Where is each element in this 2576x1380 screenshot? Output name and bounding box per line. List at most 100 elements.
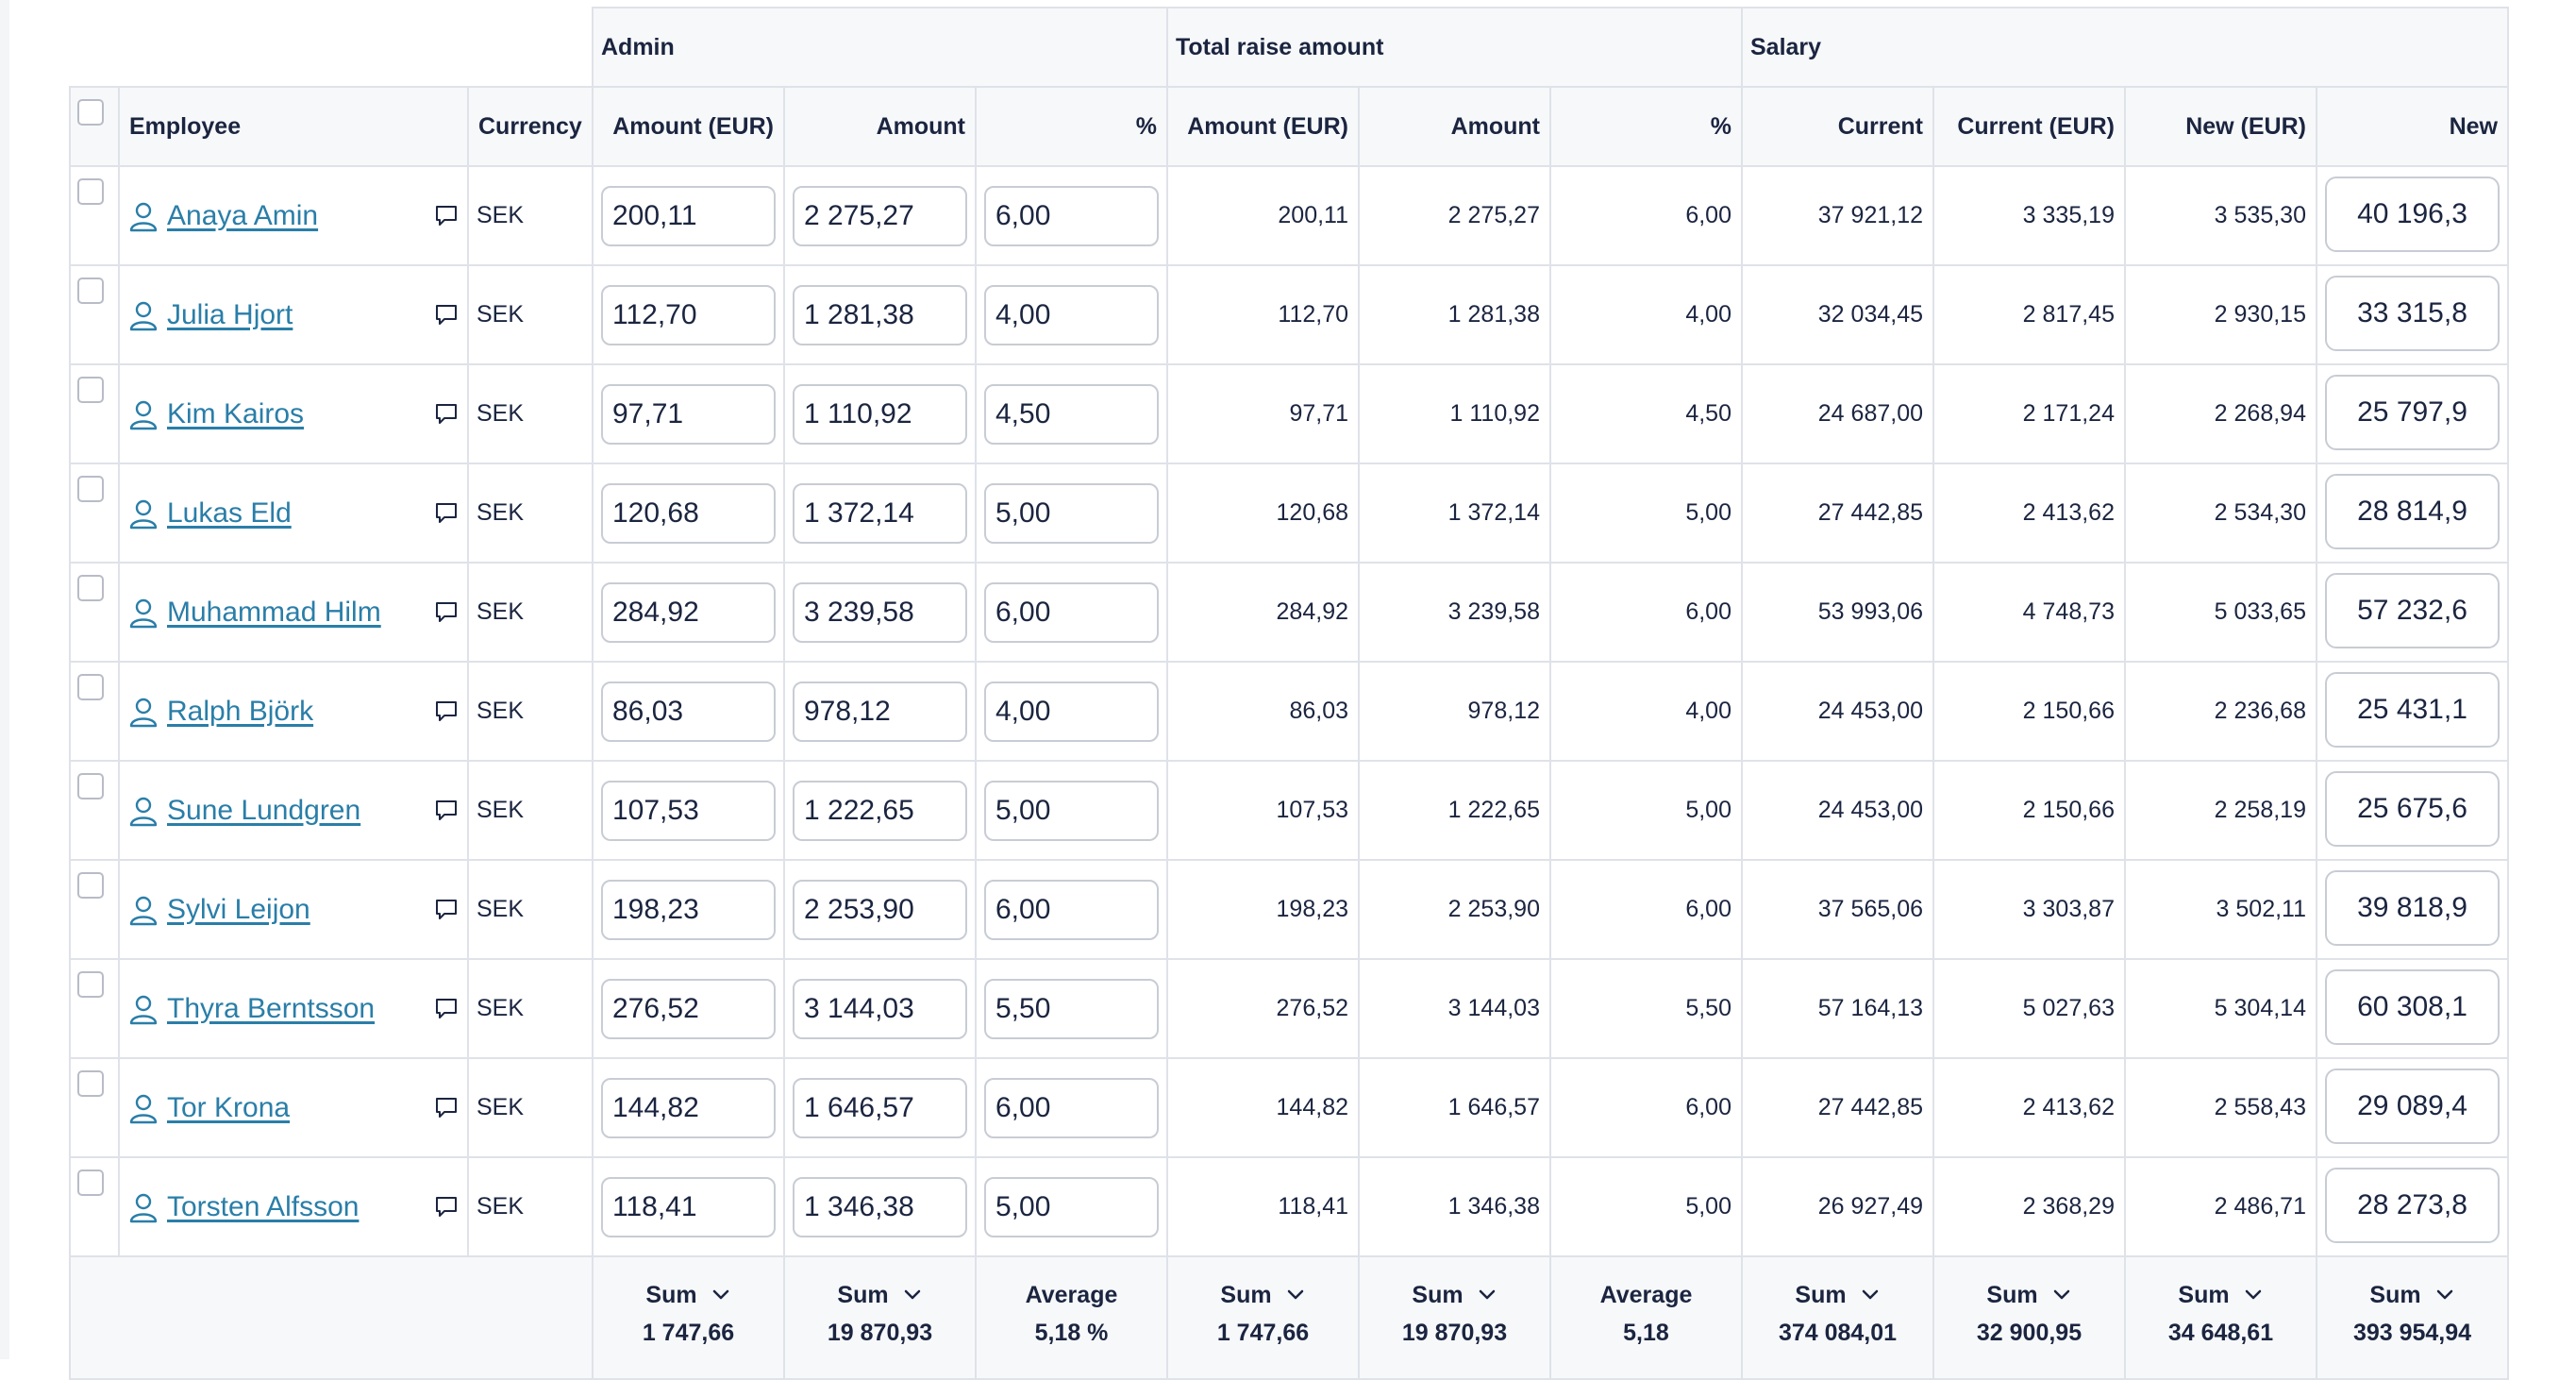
admin-percent-input[interactable]: 4,00 (984, 681, 1159, 742)
employee-link[interactable]: Julia Hjort (167, 298, 293, 330)
row-checkbox[interactable] (77, 178, 104, 205)
comment-icon[interactable] (433, 1194, 460, 1220)
admin-amount-eur-input[interactable]: 284,92 (601, 581, 776, 643)
admin-percent-input[interactable]: 6,00 (984, 879, 1159, 940)
employee-link[interactable]: Tor Krona (167, 1091, 291, 1123)
salary-new-input[interactable]: 60 308,1 (2325, 969, 2500, 1045)
column-header-admin-percent[interactable]: % (975, 86, 1168, 167)
aggregate-cell[interactable]: Sum 32 900,95 (1932, 1255, 2126, 1380)
employee-link[interactable]: Kim Kairos (167, 397, 305, 429)
salary-new-input[interactable]: 29 089,4 (2325, 1069, 2500, 1144)
admin-amount-input[interactable]: 2 275,27 (793, 185, 967, 246)
admin-amount-eur-cell: 144,82 (592, 1057, 785, 1158)
row-checkbox[interactable] (77, 872, 104, 899)
admin-amount-input[interactable]: 1 346,38 (793, 1176, 967, 1237)
row-checkbox[interactable] (77, 1070, 104, 1097)
employee-link[interactable]: Muhammad Hilm (167, 596, 381, 628)
column-header-raise-percent[interactable]: % (1549, 86, 1743, 167)
admin-percent-input[interactable]: 5,00 (984, 1176, 1159, 1237)
admin-percent-input[interactable]: 5,50 (984, 978, 1159, 1039)
admin-amount-input[interactable]: 3 144,03 (793, 978, 967, 1039)
salary-new-input[interactable]: 25 797,9 (2325, 375, 2500, 450)
salary-new-input[interactable]: 57 232,6 (2325, 573, 2500, 648)
admin-amount-eur-input[interactable]: 144,82 (601, 1077, 776, 1138)
admin-percent-input[interactable]: 6,00 (984, 581, 1159, 643)
aggregate-cell[interactable]: Sum 19 870,93 (783, 1255, 977, 1380)
row-checkbox[interactable] (77, 1170, 104, 1196)
aggregate-cell[interactable]: Sum 1 747,66 (592, 1255, 785, 1380)
comment-icon[interactable] (433, 203, 460, 229)
salary-new-input[interactable]: 25 431,1 (2325, 672, 2500, 748)
admin-amount-eur-input[interactable]: 120,68 (601, 482, 776, 544)
comment-icon[interactable] (433, 897, 460, 923)
admin-percent-input[interactable]: 5,00 (984, 780, 1159, 841)
comment-icon[interactable] (433, 698, 460, 725)
admin-amount-eur-input[interactable]: 198,23 (601, 879, 776, 940)
admin-amount-input[interactable]: 2 253,90 (793, 879, 967, 940)
admin-amount-eur-input[interactable]: 86,03 (601, 681, 776, 742)
admin-amount-eur-input[interactable]: 200,11 (601, 185, 776, 246)
column-header-employee[interactable]: Employee (118, 86, 469, 167)
row-checkbox[interactable] (77, 476, 104, 502)
admin-amount-input[interactable]: 978,12 (793, 681, 967, 742)
column-header-salary-current[interactable]: Current (1741, 86, 1934, 167)
employee-link[interactable]: Anaya Amin (167, 199, 319, 231)
employee-link[interactable]: Lukas Eld (167, 496, 292, 529)
salary-new-input[interactable]: 40 196,3 (2325, 177, 2500, 252)
admin-percent-input[interactable]: 6,00 (984, 185, 1159, 246)
column-header-raise-amount[interactable]: Amount (1358, 86, 1551, 167)
salary-new-input[interactable]: 33 315,8 (2325, 276, 2500, 351)
aggregate-cell[interactable]: Sum 374 084,01 (1741, 1255, 1934, 1380)
aggregate-cell[interactable]: Sum 34 648,61 (2124, 1255, 2317, 1380)
admin-amount-eur-input[interactable]: 112,70 (601, 284, 776, 345)
employee-link[interactable]: Thyra Berntsson (167, 992, 376, 1024)
admin-percent-input[interactable]: 4,50 (984, 383, 1159, 445)
salary-new-input[interactable]: 28 273,8 (2325, 1168, 2500, 1243)
column-header-admin-amount[interactable]: Amount (783, 86, 977, 167)
currency-cell: SEK (467, 760, 594, 861)
admin-amount-input[interactable]: 1 372,14 (793, 482, 967, 544)
column-header-admin-amount-eur[interactable]: Amount (EUR) (592, 86, 785, 167)
select-all-checkbox[interactable] (77, 99, 104, 126)
comment-icon[interactable] (433, 798, 460, 824)
row-checkbox[interactable] (77, 971, 104, 998)
salary-new-input[interactable]: 39 818,9 (2325, 870, 2500, 946)
column-header-salary-current-eur[interactable]: Current (EUR) (1932, 86, 2126, 167)
row-checkbox[interactable] (77, 773, 104, 799)
aggregate-cell[interactable]: Sum 19 870,93 (1358, 1255, 1551, 1380)
admin-amount-input[interactable]: 3 239,58 (793, 581, 967, 643)
row-checkbox[interactable] (77, 674, 104, 700)
aggregate-cell[interactable]: Sum 393 954,94 (2316, 1255, 2509, 1380)
column-header-salary-new-eur[interactable]: New (EUR) (2124, 86, 2317, 167)
column-header-salary-new[interactable]: New (2316, 86, 2509, 167)
row-checkbox[interactable] (77, 278, 104, 304)
admin-percent-input[interactable]: 4,00 (984, 284, 1159, 345)
comment-icon[interactable] (433, 1095, 460, 1121)
admin-amount-input[interactable]: 1 646,57 (793, 1077, 967, 1138)
admin-amount-input[interactable]: 1 222,65 (793, 780, 967, 841)
row-checkbox[interactable] (77, 575, 104, 601)
employee-link[interactable]: Sylvi Leijon (167, 893, 310, 925)
admin-percent-input[interactable]: 6,00 (984, 1077, 1159, 1138)
admin-amount-input[interactable]: 1 281,38 (793, 284, 967, 345)
comment-icon[interactable] (433, 401, 460, 428)
admin-amount-input[interactable]: 1 110,92 (793, 383, 967, 445)
admin-amount-eur-input[interactable]: 118,41 (601, 1176, 776, 1237)
comment-icon[interactable] (433, 302, 460, 328)
admin-amount-eur-input[interactable]: 97,71 (601, 383, 776, 445)
employee-link[interactable]: Sune Lundgren (167, 794, 361, 826)
column-header-currency[interactable]: Currency (467, 86, 594, 167)
row-checkbox[interactable] (77, 377, 104, 403)
admin-amount-eur-input[interactable]: 276,52 (601, 978, 776, 1039)
salary-new-input[interactable]: 25 675,6 (2325, 771, 2500, 847)
aggregate-cell[interactable]: Sum 1 747,66 (1166, 1255, 1360, 1380)
column-header-raise-amount-eur[interactable]: Amount (EUR) (1166, 86, 1360, 167)
employee-link[interactable]: Torsten Alfsson (167, 1190, 360, 1222)
comment-icon[interactable] (433, 599, 460, 626)
salary-new-input[interactable]: 28 814,9 (2325, 474, 2500, 549)
admin-amount-eur-input[interactable]: 107,53 (601, 780, 776, 841)
comment-icon[interactable] (433, 500, 460, 527)
employee-link[interactable]: Ralph Björk (167, 695, 314, 727)
admin-percent-input[interactable]: 5,00 (984, 482, 1159, 544)
comment-icon[interactable] (433, 996, 460, 1022)
